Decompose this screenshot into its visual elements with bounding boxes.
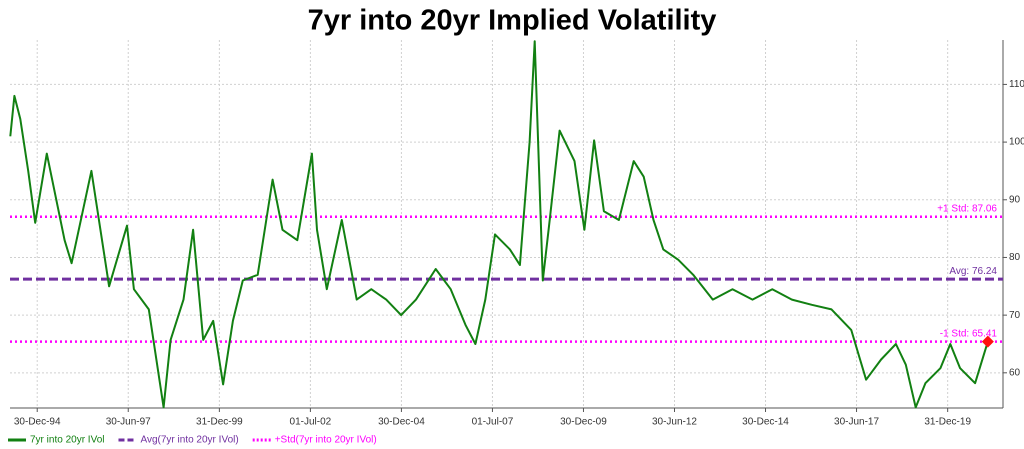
y-tick-label: 90 xyxy=(1009,194,1021,205)
y-tick-label: 100 xyxy=(1009,137,1024,148)
last-value-marker xyxy=(981,335,994,348)
reference-label: -1 Std: 65.41 xyxy=(940,328,998,339)
x-tick-label: 30-Dec-14 xyxy=(742,417,789,428)
x-tick-label: 30-Dec-04 xyxy=(378,417,425,428)
reference-label: Avg: 76.24 xyxy=(949,266,997,277)
x-tick-label: 31-Dec-99 xyxy=(196,417,243,428)
y-tick-label: 60 xyxy=(1009,367,1021,378)
x-tick-label: 30-Dec-94 xyxy=(14,417,61,428)
x-tick-label: 01-Jul-07 xyxy=(472,417,514,428)
legend-label: 7yr into 20yr IVol xyxy=(30,435,104,446)
y-tick-label: 70 xyxy=(1009,310,1021,321)
y-tick-label: 110 xyxy=(1009,79,1024,90)
x-tick-label: 01-Jul-02 xyxy=(290,417,332,428)
x-tick-label: 30-Jun-17 xyxy=(834,417,879,428)
series-line xyxy=(9,40,989,409)
reference-label: +1 Std: 87.06 xyxy=(937,203,997,214)
legend-label: +Std(7yr into 20yr IVol) xyxy=(275,435,377,446)
x-tick-label: 31-Dec-19 xyxy=(924,417,971,428)
y-tick-label: 80 xyxy=(1009,252,1021,263)
x-tick-label: 30-Jun-12 xyxy=(652,417,697,428)
legend-label: Avg(7yr into 20yr IVol) xyxy=(140,435,238,446)
chart-title: 7yr into 20yr Implied Volatility xyxy=(308,5,717,37)
x-tick-label: 30-Jun-97 xyxy=(106,417,151,428)
x-tick-label: 30-Dec-09 xyxy=(560,417,607,428)
